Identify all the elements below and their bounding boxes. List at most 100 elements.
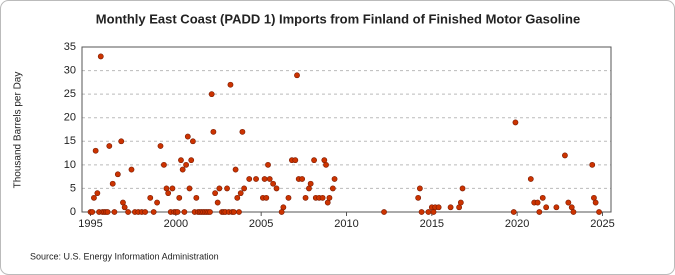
- point: [174, 209, 181, 215]
- x-tick-label: 2005: [249, 218, 273, 230]
- point: [114, 171, 121, 178]
- point: [210, 128, 217, 135]
- point: [562, 152, 568, 159]
- point: [261, 176, 268, 182]
- y-tick-label: 35: [64, 41, 76, 53]
- point: [565, 199, 572, 206]
- point: [227, 81, 234, 88]
- point: [570, 209, 577, 215]
- point: [214, 199, 221, 206]
- point: [165, 190, 172, 197]
- y-tick-label: 30: [64, 64, 76, 76]
- point: [512, 119, 519, 126]
- point: [186, 185, 193, 192]
- point: [111, 209, 118, 215]
- point: [178, 157, 184, 164]
- point: [435, 204, 442, 211]
- point: [323, 161, 329, 168]
- point: [89, 209, 96, 215]
- point: [263, 194, 270, 201]
- point: [106, 143, 113, 149]
- point: [118, 138, 125, 145]
- point: [241, 185, 248, 192]
- point: [294, 72, 300, 79]
- point: [121, 204, 128, 211]
- point: [425, 209, 432, 215]
- point: [510, 209, 517, 215]
- point: [128, 166, 135, 173]
- x-tick-label: 1995: [78, 218, 102, 230]
- point: [207, 209, 213, 215]
- point: [266, 176, 273, 182]
- point: [150, 209, 157, 215]
- point: [181, 209, 188, 215]
- point: [142, 209, 149, 215]
- point: [265, 161, 271, 168]
- point: [280, 204, 287, 211]
- point: [270, 180, 277, 187]
- point: [183, 161, 189, 168]
- point: [596, 209, 602, 215]
- point: [188, 157, 195, 164]
- point: [415, 194, 422, 201]
- point: [104, 209, 111, 215]
- y-tick-label: 5: [70, 182, 76, 194]
- point: [97, 53, 104, 60]
- point: [302, 194, 309, 201]
- point: [234, 194, 241, 201]
- point: [246, 176, 253, 182]
- point: [539, 194, 546, 201]
- point: [536, 209, 543, 215]
- point: [212, 190, 219, 197]
- y-tick-label: 0: [70, 206, 76, 218]
- point: [543, 204, 550, 211]
- point: [236, 209, 242, 215]
- plot-border: [81, 46, 612, 213]
- point: [457, 199, 464, 206]
- point: [232, 166, 239, 173]
- point: [329, 185, 336, 192]
- point: [239, 128, 246, 135]
- point: [94, 190, 101, 197]
- point: [534, 199, 541, 206]
- point: [176, 194, 183, 201]
- point: [447, 204, 454, 211]
- point: [208, 91, 215, 98]
- point: [169, 185, 176, 192]
- point: [190, 138, 196, 145]
- point: [230, 209, 237, 215]
- point: [589, 161, 596, 168]
- point: [459, 185, 466, 192]
- point: [416, 185, 423, 192]
- x-tick-label: 2025: [590, 218, 614, 230]
- point: [273, 185, 280, 192]
- point: [216, 185, 223, 192]
- point: [92, 147, 99, 154]
- y-axis-label: Thousand Barrels per Day: [13, 72, 24, 189]
- point: [91, 194, 97, 201]
- y-tick-label: 20: [64, 112, 76, 124]
- y-tick-label: 15: [64, 135, 76, 147]
- point: [154, 199, 160, 206]
- point: [307, 180, 314, 187]
- x-tick-label: 2010: [334, 218, 358, 230]
- point: [184, 133, 191, 140]
- x-tick-label: 2015: [420, 218, 444, 230]
- point: [285, 194, 292, 201]
- chart-title: Monthly East Coast (PADD 1) Imports from…: [96, 11, 580, 26]
- point: [125, 209, 131, 215]
- point: [253, 176, 259, 182]
- point: [553, 204, 560, 211]
- point: [592, 199, 599, 206]
- point: [292, 157, 299, 164]
- source: Source: U.S. Energy Information Administ…: [30, 251, 219, 261]
- point: [224, 185, 230, 192]
- y-tick-label: 10: [64, 159, 76, 171]
- point: [179, 166, 186, 173]
- point: [193, 194, 200, 201]
- point: [299, 176, 306, 182]
- point: [311, 157, 317, 164]
- point: [319, 194, 326, 201]
